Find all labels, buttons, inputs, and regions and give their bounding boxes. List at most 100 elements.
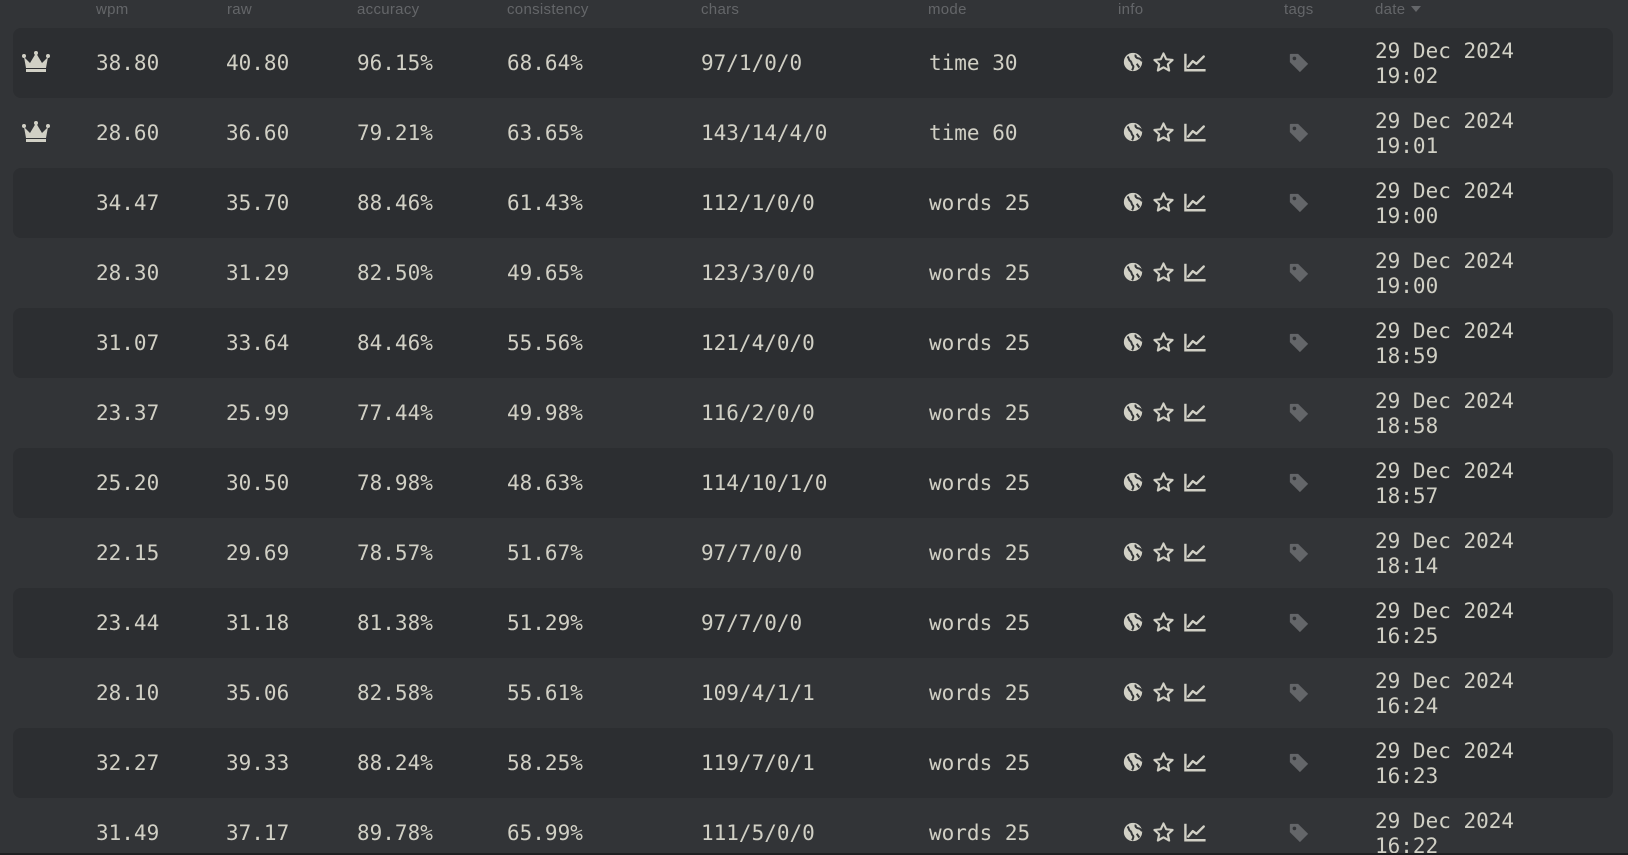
cell-raw: 25.99 — [226, 401, 290, 425]
star-icon[interactable] — [1152, 191, 1175, 215]
crown-icon — [22, 51, 50, 73]
header-wpm[interactable]: wpm — [96, 1, 129, 18]
globe-icon — [1122, 51, 1144, 75]
globe-icon — [1122, 331, 1144, 355]
cell-accuracy: 84.46% — [357, 331, 433, 355]
cell-chars: 111/5/0/0 — [701, 821, 815, 845]
tag-icon[interactable] — [1288, 122, 1310, 144]
star-icon[interactable] — [1152, 541, 1175, 565]
globe-icon — [1122, 821, 1144, 845]
cell-raw: 30.50 — [226, 471, 290, 495]
info-icons — [1122, 681, 1208, 705]
cell-date: 29 Dec 2024 18:58 — [1375, 389, 1514, 439]
table-row: 23.44 31.18 81.38% 51.29% 97/7/0/0 words 25 29… — [13, 588, 1613, 658]
header-raw[interactable]: raw — [227, 1, 253, 18]
chart-line-icon[interactable] — [1183, 751, 1208, 775]
cell-consistency: 49.65% — [507, 261, 583, 285]
star-icon[interactable] — [1152, 471, 1175, 495]
cell-date: 29 Dec 2024 19:00 — [1375, 179, 1514, 229]
tag-icon[interactable] — [1288, 52, 1310, 74]
cell-wpm: 32.27 — [96, 751, 160, 775]
crown-icon — [22, 121, 50, 143]
header-tags: tags — [1284, 1, 1314, 18]
cell-consistency: 68.64% — [507, 51, 583, 75]
star-icon[interactable] — [1152, 331, 1175, 355]
info-icons — [1122, 471, 1208, 495]
header-mode[interactable]: mode — [928, 1, 967, 18]
cell-chars: 119/7/0/1 — [701, 751, 815, 775]
table-row: 23.37 25.99 77.44% 49.98% 116/2/0/0 words 25 2… — [13, 378, 1613, 448]
star-icon[interactable] — [1152, 751, 1175, 775]
star-icon[interactable] — [1152, 401, 1175, 425]
chart-line-icon[interactable] — [1183, 51, 1208, 75]
date-day: 29 Dec 2024 — [1375, 739, 1515, 763]
cell-date: 29 Dec 2024 16:22 — [1375, 809, 1514, 855]
cell-raw: 39.33 — [226, 751, 290, 775]
cell-date: 29 Dec 2024 19:00 — [1375, 249, 1514, 299]
header-chars[interactable]: chars — [701, 1, 740, 18]
tag-icon[interactable] — [1288, 262, 1310, 284]
header-consistency[interactable]: consistency — [507, 1, 589, 18]
tag-icon[interactable] — [1288, 612, 1310, 634]
tag-icon[interactable] — [1288, 472, 1310, 494]
tag-icon[interactable] — [1288, 752, 1310, 774]
star-icon[interactable] — [1152, 261, 1175, 285]
cell-mode: time 60 — [929, 121, 1018, 145]
tag-icon[interactable] — [1288, 402, 1310, 424]
tag-icon[interactable] — [1288, 192, 1310, 214]
cell-chars: 109/4/1/1 — [701, 681, 815, 705]
star-icon[interactable] — [1152, 821, 1175, 845]
cell-accuracy: 82.58% — [357, 681, 433, 705]
tag-icon[interactable] — [1288, 822, 1310, 844]
header-accuracy[interactable]: accuracy — [357, 1, 420, 18]
tag-icon[interactable] — [1288, 332, 1310, 354]
globe-icon — [1122, 611, 1144, 635]
cell-chars: 112/1/0/0 — [701, 191, 815, 215]
tag-icon[interactable] — [1288, 542, 1310, 564]
chart-line-icon[interactable] — [1183, 191, 1208, 215]
chart-line-icon[interactable] — [1183, 541, 1208, 565]
chart-line-icon[interactable] — [1183, 821, 1208, 845]
chart-line-icon[interactable] — [1183, 401, 1208, 425]
header-date[interactable]: date — [1375, 1, 1422, 18]
chart-line-icon[interactable] — [1183, 261, 1208, 285]
cell-wpm: 28.30 — [96, 261, 160, 285]
chart-line-icon[interactable] — [1183, 331, 1208, 355]
date-time: 19:01 — [1375, 134, 1439, 158]
chart-line-icon[interactable] — [1183, 121, 1208, 145]
globe-icon — [1122, 751, 1144, 775]
cell-consistency: 55.61% — [507, 681, 583, 705]
cell-consistency: 49.98% — [507, 401, 583, 425]
date-day: 29 Dec 2024 — [1375, 669, 1515, 693]
star-icon[interactable] — [1152, 51, 1175, 75]
cell-chars: 114/10/1/0 — [701, 471, 828, 495]
table-row: 28.60 36.60 79.21% 63.65% 143/14/4/0 time 60 2… — [13, 98, 1613, 168]
info-icons — [1122, 121, 1208, 145]
table-row: 28.10 35.06 82.58% 55.61% 109/4/1/1 words 25 2… — [13, 658, 1613, 728]
cell-raw: 29.69 — [226, 541, 290, 565]
chart-line-icon[interactable] — [1183, 611, 1208, 635]
star-icon[interactable] — [1152, 611, 1175, 635]
chart-line-icon[interactable] — [1183, 681, 1208, 705]
cell-chars: 97/7/0/0 — [701, 541, 803, 565]
info-icons — [1122, 331, 1208, 355]
chart-line-icon[interactable] — [1183, 471, 1208, 495]
cell-wpm: 28.60 — [96, 121, 160, 145]
star-icon[interactable] — [1152, 681, 1175, 705]
cell-raw: 36.60 — [226, 121, 290, 145]
table-row: 31.49 37.17 89.78% 65.99% 111/5/0/0 words 25 2… — [13, 798, 1613, 855]
cell-date: 29 Dec 2024 16:24 — [1375, 669, 1514, 719]
globe-icon — [1122, 191, 1144, 215]
cell-chars: 123/3/0/0 — [701, 261, 815, 285]
date-time: 16:25 — [1375, 624, 1439, 648]
cell-raw: 35.06 — [226, 681, 290, 705]
date-day: 29 Dec 2024 — [1375, 389, 1515, 413]
tag-icon[interactable] — [1288, 682, 1310, 704]
sort-descending-icon — [1411, 6, 1422, 12]
date-day: 29 Dec 2024 — [1375, 809, 1515, 833]
cell-chars: 121/4/0/0 — [701, 331, 815, 355]
table-row: 32.27 39.33 88.24% 58.25% 119/7/0/1 words 25 2… — [13, 728, 1613, 798]
star-icon[interactable] — [1152, 121, 1175, 145]
date-day: 29 Dec 2024 — [1375, 599, 1515, 623]
table-row: 22.15 29.69 78.57% 51.67% 97/7/0/0 words 25 29… — [13, 518, 1613, 588]
